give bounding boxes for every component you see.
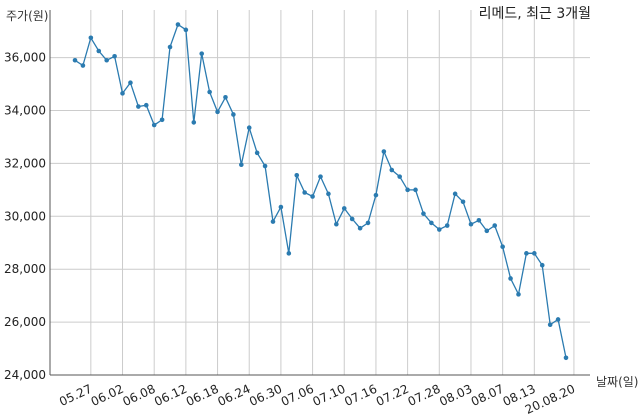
price-point bbox=[539, 262, 545, 268]
price-point bbox=[563, 355, 569, 361]
y-tick-label: 32,000 bbox=[4, 156, 46, 170]
price-point bbox=[555, 317, 561, 322]
price-point bbox=[207, 89, 212, 95]
price-point bbox=[191, 120, 197, 125]
price-point bbox=[341, 206, 347, 211]
price-point bbox=[444, 223, 450, 228]
price-point bbox=[120, 91, 125, 96]
price-point bbox=[436, 227, 442, 232]
y-tick-label: 24,000 bbox=[4, 368, 46, 382]
price-point bbox=[310, 194, 315, 199]
price-point bbox=[262, 163, 268, 169]
price-point bbox=[547, 322, 553, 328]
price-point bbox=[159, 117, 165, 123]
price-point bbox=[460, 199, 466, 205]
price-point bbox=[175, 22, 181, 27]
price-point bbox=[294, 173, 300, 178]
price-point bbox=[143, 102, 149, 108]
price-point bbox=[286, 251, 292, 256]
price-point bbox=[413, 187, 418, 193]
price-point bbox=[468, 221, 474, 227]
price-point bbox=[72, 57, 78, 63]
price-point bbox=[254, 150, 260, 156]
price-point bbox=[270, 219, 276, 224]
price-point bbox=[278, 204, 284, 210]
price-point bbox=[136, 104, 141, 109]
price-point bbox=[199, 51, 205, 56]
price-point bbox=[80, 63, 86, 68]
price-point bbox=[88, 35, 94, 41]
price-point bbox=[452, 191, 458, 197]
price-point bbox=[500, 244, 505, 250]
axes bbox=[49, 10, 590, 376]
price-point bbox=[326, 191, 331, 197]
price-point bbox=[516, 292, 521, 297]
y-tick-label: 34,000 bbox=[4, 104, 46, 118]
price-point bbox=[365, 220, 371, 226]
price-point bbox=[183, 27, 189, 33]
price-line bbox=[74, 23, 567, 358]
price-point bbox=[302, 190, 307, 195]
price-point bbox=[223, 94, 228, 100]
price-point bbox=[215, 109, 220, 115]
price-point bbox=[231, 112, 236, 117]
price-point bbox=[104, 57, 109, 63]
price-point bbox=[397, 174, 402, 179]
price-point bbox=[318, 174, 323, 179]
y-tick-label: 36,000 bbox=[4, 51, 46, 65]
y-tick-label: 26,000 bbox=[4, 315, 46, 329]
price-point bbox=[484, 228, 490, 234]
price-point bbox=[246, 125, 252, 130]
price-point bbox=[532, 251, 537, 256]
price-point bbox=[373, 192, 379, 198]
price-point bbox=[334, 221, 339, 227]
price-point bbox=[128, 80, 133, 86]
price-point bbox=[357, 225, 363, 231]
chart-title: 리메드, 최근 3개월 bbox=[479, 6, 591, 22]
y-axis-title: 주가(원) bbox=[6, 9, 48, 23]
y-tick-label: 28,000 bbox=[4, 262, 46, 276]
x-axis-title: 날짜(일) bbox=[596, 375, 638, 389]
price-point bbox=[381, 149, 387, 154]
price-point bbox=[508, 276, 513, 281]
price-point bbox=[405, 187, 410, 193]
price-point bbox=[389, 167, 395, 173]
grid-lines bbox=[50, 10, 590, 376]
price-point bbox=[96, 48, 102, 54]
price-point bbox=[349, 216, 355, 222]
price-point bbox=[167, 44, 173, 50]
price-point bbox=[492, 223, 498, 228]
price-point bbox=[476, 217, 482, 223]
price-point bbox=[524, 251, 529, 256]
price-point bbox=[112, 53, 117, 59]
y-tick-label: 30,000 bbox=[4, 209, 46, 223]
price-point bbox=[151, 122, 157, 128]
price-point bbox=[429, 220, 434, 226]
price-point bbox=[421, 211, 426, 216]
price-series bbox=[72, 22, 569, 361]
price-point bbox=[239, 162, 244, 168]
